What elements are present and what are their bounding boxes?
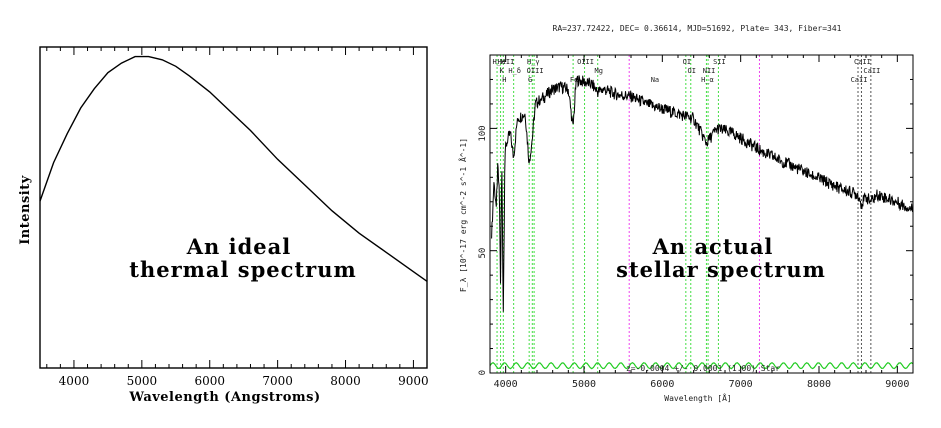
spectral-line-label: H_δ [508, 67, 521, 75]
spectral-line-label: H [502, 76, 506, 84]
x-tick-label: 9000 [885, 379, 909, 390]
spectral-line-label: CaII [854, 58, 871, 66]
right-annotation-line-1: An actual [652, 234, 774, 259]
thermal-curve [39, 55, 428, 282]
right-y-axis-label: F_λ [10^-17 erg cm^-2 s^-1 Å^-1] [457, 138, 468, 292]
spectral-line-label: H_α [701, 76, 714, 84]
thermal-spectrum-panel: 4000 5000 6000 7000 8000 9000 Wavelength (Ang… [18, 46, 429, 405]
x-tick-label: 6000 [194, 374, 225, 388]
right-annotation-line-2: stellar spectrum [616, 257, 826, 282]
right-axis-ticks: 4000 5000 6000 7000 8000 9000 0 50 100 [478, 54, 914, 390]
spectral-line-labels: H_HKHHeIIH_δGH_γOIIIFeOIIIMgNaOIOIH_αSII… [493, 58, 881, 84]
spectral-line-label: G [528, 76, 532, 84]
x-tick-label: 4000 [494, 379, 518, 390]
x-tick-label: 7000 [729, 379, 753, 390]
y-tick-label: 100 [478, 125, 488, 141]
x-tick-label: 5000 [127, 374, 158, 388]
left-annotation-line-2: thermal spectrum [129, 257, 356, 282]
spectral-line-label: CaII [863, 67, 880, 75]
x-tick-label: 9000 [398, 374, 429, 388]
x-tick-label: 4000 [59, 374, 90, 388]
spectral-line-label: NII [703, 67, 716, 75]
spectral-line-label: CaII [851, 76, 868, 84]
spectral-line-label: OIII [527, 67, 544, 75]
right-x-axis-label: Wavelength [Å] [664, 392, 731, 403]
left-x-axis-label: Wavelength (Angstroms) [128, 390, 320, 405]
stellar-spectrum-panel: RA=237.72422, DEC= 0.36614, MJD=51692, P… [457, 24, 914, 403]
y-tick-label: 0 [478, 370, 488, 375]
spectral-line-label: H_γ [527, 58, 540, 66]
spectral-line-label: OI [688, 67, 696, 75]
right-chart-title: RA=237.72422, DEC= 0.36614, MJD=51692, P… [553, 24, 842, 33]
x-tick-label: 6000 [650, 379, 674, 390]
spectral-line-label: Fe [570, 76, 578, 84]
y-tick-label: 50 [478, 248, 488, 259]
spectral-line-label: SII [713, 58, 726, 66]
redshift-note: z=-0.0004 +/- 0.0001 (1.00) Star [626, 364, 780, 373]
left-y-axis-label: Intensity [18, 175, 33, 245]
spectral-line-markers [496, 55, 872, 373]
x-tick-label: 5000 [572, 379, 596, 390]
left-annotation-line-1: An ideal [186, 234, 291, 259]
spectral-line-label: K [499, 67, 504, 75]
spectral-line-label: Mg [594, 67, 602, 75]
right-plot-frame [489, 54, 914, 374]
left-plot-frame [39, 46, 428, 369]
left-x-ticks: 4000 5000 6000 7000 8000 9000 [46, 47, 429, 388]
x-tick-label: 7000 [262, 374, 293, 388]
x-tick-label: 8000 [330, 374, 361, 388]
spectral-line-label: H_H [493, 58, 506, 66]
spectral-line-label: Na [651, 76, 659, 84]
error-curve [489, 361, 914, 370]
stellar-spectrum-curve [491, 75, 914, 312]
spectral-line-label: OI [683, 58, 691, 66]
x-tick-label: 8000 [807, 379, 831, 390]
spectral-line-label: OIII [577, 58, 594, 66]
